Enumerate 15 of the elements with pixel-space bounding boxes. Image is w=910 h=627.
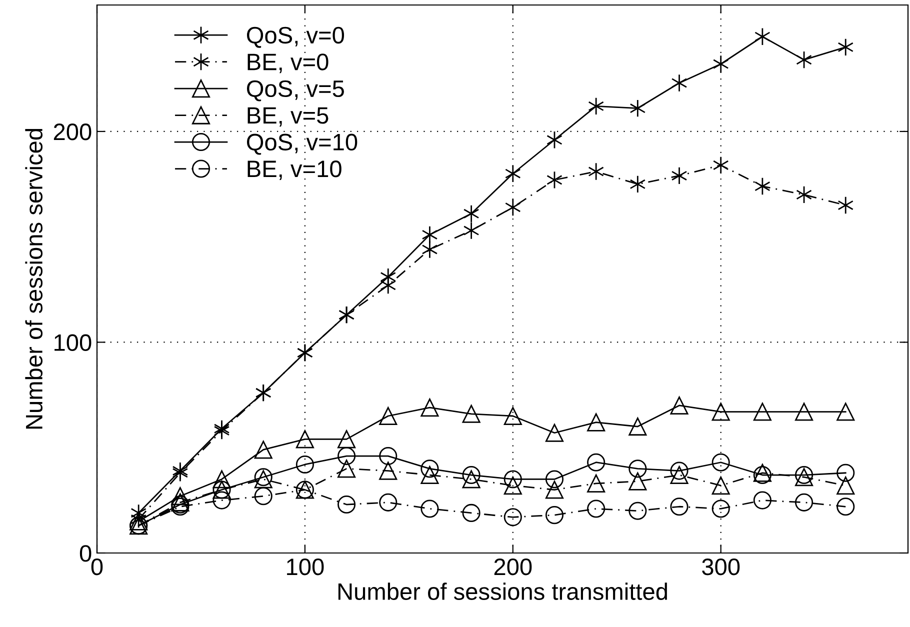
legend-label: QoS, v=5 bbox=[246, 80, 344, 102]
y-axis-title: Number of sessions serviced bbox=[25, 128, 43, 429]
y-tick-label: 100 bbox=[54, 334, 92, 352]
x-tick-label: 100 bbox=[287, 558, 324, 576]
x-tick-label: 0 bbox=[91, 558, 103, 576]
x-axis-title: Number of sessions transmitted bbox=[338, 582, 667, 600]
legend-label: BE, v=5 bbox=[248, 107, 328, 127]
legend-label: QoS, v=0 bbox=[246, 26, 344, 48]
x-tick-label: 300 bbox=[702, 558, 740, 576]
y-tick-label: 200 bbox=[54, 124, 92, 140]
x-tick-label: 200 bbox=[494, 558, 532, 576]
legend-label: QoS, v=10 bbox=[246, 134, 358, 155]
legend-label: BE, v=10 bbox=[248, 160, 342, 180]
legend-label: BE, v=0 bbox=[248, 54, 328, 74]
y-tick-label: 0 bbox=[80, 545, 92, 562]
